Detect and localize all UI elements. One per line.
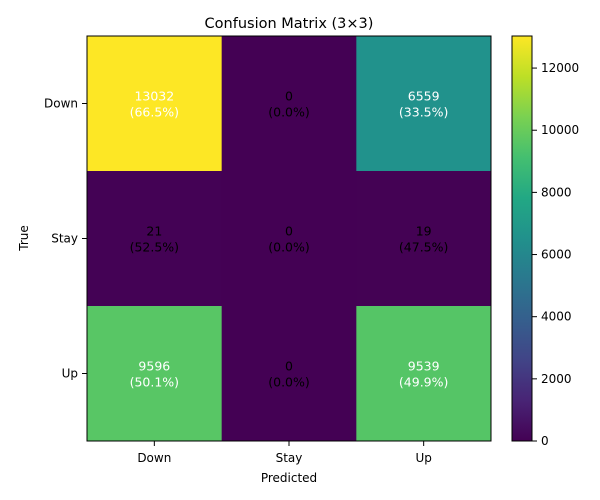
x-tick-label: Stay	[276, 451, 303, 465]
cell-label: 21 (52.5%)	[130, 224, 179, 255]
cell-label: 0 (0.0%)	[268, 224, 310, 255]
colorbar-tick-label: 12000	[541, 61, 579, 75]
y-tick-label: Down	[44, 97, 78, 111]
heatmap-cell	[221, 171, 357, 307]
y-axis-ticks: Down Stay Up	[44, 97, 87, 381]
cell-label: 6559 (33.5%)	[399, 89, 448, 120]
x-axis-ticks: Down Stay Up	[137, 441, 432, 465]
heatmap-cell	[356, 171, 492, 307]
heatmap-cell	[356, 36, 492, 172]
colorbar-tick-label: 6000	[541, 248, 572, 262]
cell-label: 19 (47.5%)	[399, 224, 448, 255]
colorbar-tick-label: 0	[541, 434, 549, 448]
cell-label: 0 (0.0%)	[268, 89, 310, 120]
cell-label: 0 (0.0%)	[268, 359, 310, 390]
colorbar-tick-label: 8000	[541, 185, 572, 199]
cell-label: 13032 (66.5%)	[130, 89, 179, 120]
y-axis-label: True	[17, 225, 31, 252]
heatmap-cell	[356, 306, 492, 442]
y-tick-label: Stay	[51, 232, 78, 246]
heatmap-cells: 13032 (66.5%) 0 (0.0%) 6559 (33.5%) 21 (52.5%) 0…	[87, 36, 492, 442]
x-axis-label: Predicted	[261, 471, 317, 485]
cell-label: 9539 (49.9%)	[399, 359, 448, 390]
heatmap-cell	[87, 36, 223, 172]
x-tick-label: Down	[137, 451, 171, 465]
heatmap-cell	[221, 36, 357, 172]
heatmap-cell	[221, 306, 357, 442]
colorbar-tick-label: 10000	[541, 123, 579, 137]
y-tick-label: Up	[62, 367, 78, 381]
x-tick-label: Up	[415, 451, 431, 465]
colorbar	[511, 35, 533, 442]
colorbar-tick-label: 4000	[541, 310, 572, 324]
heatmap-cell	[87, 306, 223, 442]
colorbar-tick-label: 2000	[541, 372, 572, 386]
colorbar-ticks: 0 2000 4000 6000 8000 10000 12000	[532, 61, 579, 448]
cell-label: 9596 (50.1%)	[130, 359, 179, 390]
heatmap-cell	[87, 171, 223, 307]
chart-title: Confusion Matrix (3×3)	[205, 16, 374, 32]
